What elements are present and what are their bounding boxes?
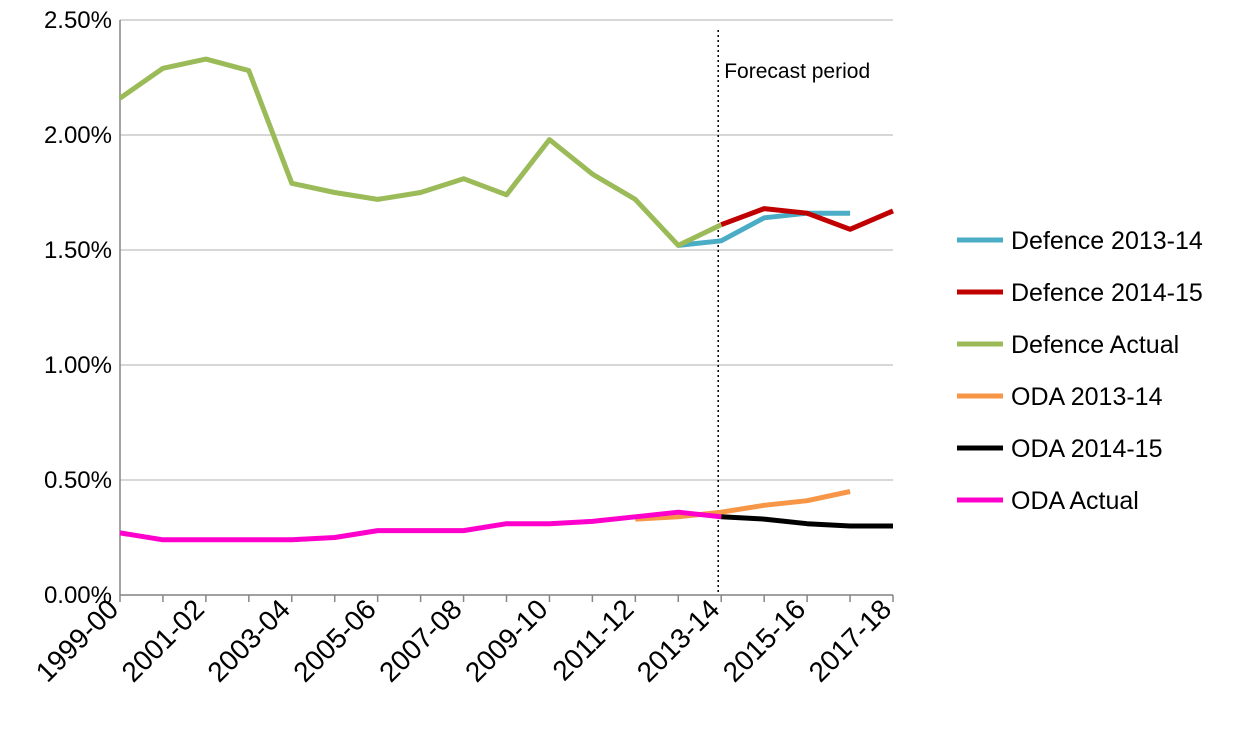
series-line-oda-2014-15 — [721, 514, 893, 529]
axes — [119, 20, 894, 602]
x-tick-label: 2015-16 — [717, 593, 812, 688]
y-tick-label: 1.50% — [44, 237, 112, 264]
series-line-defence-2013-14 — [678, 210, 851, 248]
y-tick-label: 2.50% — [44, 7, 112, 34]
x-tick-label: 2003-04 — [201, 593, 296, 688]
x-tick-label: 2011-12 — [546, 593, 639, 686]
x-tick-label: 2009-10 — [459, 593, 554, 688]
y-axis-tick-labels: 0.00% 0.50% 1.00% 1.50% 2.00% 2.50% — [44, 7, 112, 609]
x-tick-label: 2017-18 — [803, 593, 898, 688]
legend-label: ODA 2014-15 — [1011, 435, 1163, 463]
legend-label: ODA Actual — [1011, 487, 1139, 515]
x-tick-label: 2007-08 — [373, 593, 468, 688]
legend-label: ODA 2013-14 — [1011, 383, 1163, 411]
series-line-oda-2013-14 — [635, 489, 851, 522]
gridlines — [120, 19, 893, 596]
y-tick-label: 0.50% — [44, 467, 112, 494]
y-tick-label: 0.00% — [44, 582, 112, 609]
series-lines — [118, 56, 894, 543]
series-line-defence-2014-15 — [720, 206, 894, 232]
x-tick-label: 2013-14 — [631, 593, 726, 688]
x-axis-tick-labels: 1999-002001-022003-042005-062007-082009-… — [30, 593, 898, 688]
forecast-period-annotation: Forecast period — [724, 60, 870, 83]
x-tick-label: 2005-06 — [287, 593, 382, 688]
y-tick-label: 2.00% — [44, 122, 112, 149]
y-tick-label: 1.00% — [44, 352, 112, 379]
legend-label: Defence 2014-15 — [1011, 279, 1203, 307]
forecast-marker: Forecast period — [717, 30, 870, 595]
x-tick-label: 2001-02 — [116, 593, 211, 688]
legend-label: Defence 2013-14 — [1011, 227, 1203, 255]
series-line-defence-actual — [118, 56, 723, 248]
legend-label: Defence Actual — [1011, 331, 1179, 359]
series-line-oda-actual — [119, 509, 722, 543]
legend: Defence 2013-14 Defence 2014-15 Defence Ac… — [957, 227, 1203, 515]
